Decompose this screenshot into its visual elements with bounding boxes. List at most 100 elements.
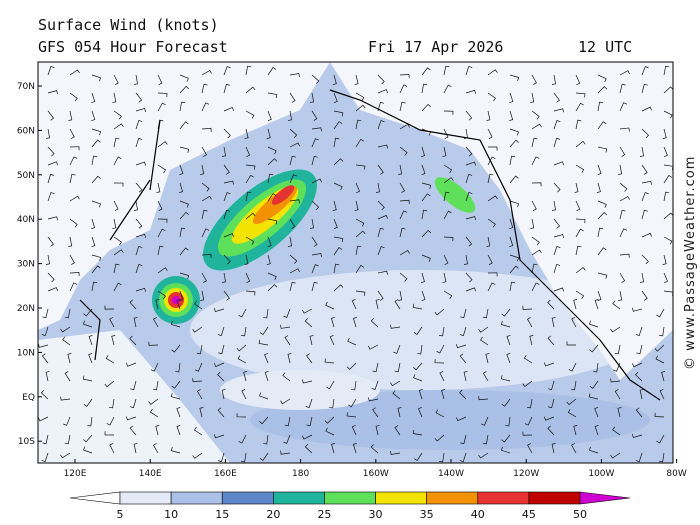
wind-barb bbox=[91, 281, 98, 292]
wind-barb bbox=[522, 431, 533, 436]
wind-barb bbox=[487, 282, 496, 292]
wind-barb bbox=[662, 128, 667, 139]
wind-barb bbox=[656, 434, 665, 444]
wind-barb bbox=[597, 227, 604, 238]
wind-barb bbox=[179, 211, 189, 220]
wind-barb bbox=[443, 191, 450, 202]
wind-barb bbox=[443, 236, 454, 242]
wind-barb bbox=[267, 158, 278, 166]
wind-barb bbox=[267, 236, 272, 248]
wind-barb bbox=[500, 375, 511, 382]
wind-barb bbox=[663, 86, 673, 94]
wind-barb bbox=[333, 247, 343, 256]
wind-barb bbox=[377, 101, 385, 112]
date: Fri 17 Apr 2026 bbox=[368, 38, 503, 56]
wind-barb bbox=[259, 392, 269, 400]
wind-barb bbox=[47, 236, 54, 247]
wind-barb bbox=[196, 389, 203, 400]
wind-barb bbox=[238, 308, 247, 318]
wind-barb bbox=[509, 128, 519, 136]
wind-barb bbox=[377, 120, 385, 130]
wind-barb bbox=[398, 290, 403, 301]
wind-barb bbox=[69, 195, 80, 202]
wind-barb bbox=[553, 246, 561, 256]
wind-barb bbox=[157, 290, 166, 300]
wind-barb bbox=[104, 431, 115, 436]
wind-barb bbox=[135, 137, 143, 148]
lat-label: EQ bbox=[22, 393, 35, 403]
wind-barb bbox=[88, 352, 93, 364]
wind-barb bbox=[109, 443, 115, 454]
wind-barb bbox=[305, 398, 313, 408]
wind-barb bbox=[439, 452, 445, 463]
wind-barb bbox=[412, 303, 423, 310]
wind-barb bbox=[509, 254, 520, 262]
wind-barb bbox=[306, 353, 313, 364]
wind-barb bbox=[348, 398, 357, 408]
wind-barb bbox=[201, 146, 207, 157]
wind-barb bbox=[597, 272, 608, 279]
wind-barb bbox=[632, 362, 643, 368]
wind-barb bbox=[310, 218, 315, 229]
wind-barb bbox=[217, 371, 225, 382]
wind-barb bbox=[112, 218, 117, 229]
wind-barb bbox=[421, 290, 426, 302]
wind-barb bbox=[413, 362, 423, 371]
wind-barb bbox=[149, 408, 159, 418]
wind-barb bbox=[459, 452, 467, 463]
wind-barb bbox=[619, 127, 630, 132]
wind-barb bbox=[243, 371, 248, 382]
wind-barb bbox=[421, 67, 431, 76]
colorbar-segment bbox=[324, 491, 376, 505]
wind-barb bbox=[459, 326, 467, 337]
wind-barb bbox=[589, 344, 599, 353]
wind-barb bbox=[179, 121, 189, 130]
wind-barb bbox=[575, 119, 582, 130]
wind-barb bbox=[194, 300, 203, 310]
wind-barb bbox=[593, 362, 599, 373]
wind-barb bbox=[465, 287, 477, 292]
colorbar-tick-label: 20 bbox=[266, 508, 280, 521]
wind-barb bbox=[553, 263, 561, 274]
wind-barb bbox=[553, 287, 565, 292]
wind-barb bbox=[284, 335, 291, 346]
wind-barb bbox=[443, 128, 449, 139]
wind-barb bbox=[88, 334, 93, 346]
wind-barb bbox=[245, 146, 251, 158]
wind-barb bbox=[571, 317, 577, 328]
wind-barb bbox=[459, 389, 467, 400]
wind-barb bbox=[289, 254, 298, 264]
wind-barb bbox=[635, 326, 643, 337]
wind-barb bbox=[201, 228, 210, 238]
lat-label: 10N bbox=[17, 348, 35, 358]
wind-barb bbox=[135, 108, 146, 113]
wind-barb bbox=[201, 127, 212, 132]
wind-barb bbox=[245, 212, 256, 220]
wind-barb bbox=[639, 272, 644, 283]
wind-barb bbox=[594, 424, 599, 436]
wind-barb bbox=[614, 344, 621, 355]
wind-barb bbox=[434, 434, 445, 442]
lon-label: 120E bbox=[64, 469, 87, 479]
wind-barb bbox=[67, 353, 72, 364]
wind-barb bbox=[399, 250, 410, 256]
wind-barb bbox=[201, 195, 212, 202]
wind-barb bbox=[62, 336, 71, 346]
wind-barb bbox=[487, 254, 493, 265]
wind-barb bbox=[570, 380, 577, 391]
wind-barb bbox=[551, 74, 556, 85]
wind-barb bbox=[619, 196, 630, 202]
wind-barb bbox=[617, 407, 622, 418]
wind-barb bbox=[200, 290, 205, 301]
wind-barb bbox=[588, 446, 599, 454]
wind-barb bbox=[589, 380, 599, 389]
wind-barb bbox=[266, 128, 271, 139]
wind-barb bbox=[641, 106, 652, 112]
wind-barb bbox=[594, 298, 599, 310]
colorbar-over bbox=[579, 491, 631, 505]
colorbar-tick-label: 30 bbox=[369, 508, 383, 521]
wind-barb bbox=[245, 272, 251, 284]
wind-barb bbox=[129, 425, 137, 436]
colorbar-segment bbox=[221, 491, 274, 505]
